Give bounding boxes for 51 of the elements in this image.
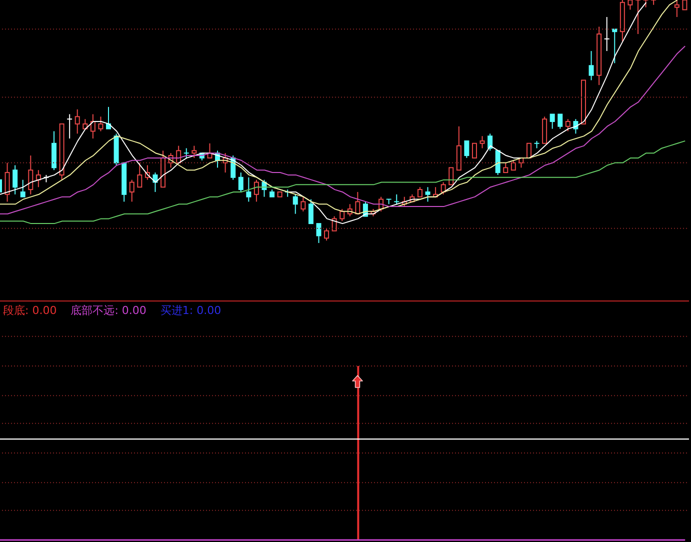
text: 段底: 0.00 <box>3 304 57 318</box>
candlestick <box>634 0 641 35</box>
candlestick <box>152 172 158 192</box>
candlestick <box>339 208 344 222</box>
candlestick <box>424 186 430 202</box>
candlestick <box>557 114 562 130</box>
candlestick <box>479 136 484 149</box>
candlestick <box>495 150 500 176</box>
candlestick <box>612 28 617 64</box>
candlestick <box>20 179 26 198</box>
candlestick <box>324 228 329 242</box>
candlestick <box>588 50 594 81</box>
candlestick <box>316 223 321 244</box>
candlestick <box>308 198 314 224</box>
candlestick <box>12 164 18 195</box>
candlestick <box>472 142 477 158</box>
candlestick <box>526 142 532 158</box>
candlestick <box>572 118 578 134</box>
candlestick <box>28 155 33 195</box>
candlestick <box>510 160 516 171</box>
candlestick <box>650 0 656 6</box>
candlestick <box>129 179 134 202</box>
candlestick <box>448 167 454 186</box>
text: 底部不远: 0.00 <box>70 304 146 318</box>
candlestick <box>487 133 492 152</box>
candlestick <box>246 176 251 202</box>
candlestick <box>550 114 555 130</box>
candlestick <box>440 182 446 195</box>
candlestick <box>74 108 80 134</box>
legend-label: 买进1: 0.00 <box>160 304 222 318</box>
candlestick <box>136 162 142 188</box>
candlestick <box>82 118 88 130</box>
candlestick <box>98 116 103 132</box>
candlestick <box>238 172 244 192</box>
candlestick <box>464 140 469 158</box>
candlestick <box>191 145 196 158</box>
candlestick <box>292 194 298 214</box>
candlestick <box>183 148 190 158</box>
candlestick <box>4 162 10 202</box>
candlestick <box>90 114 96 140</box>
candlestick <box>66 114 72 140</box>
candlestick <box>393 194 400 205</box>
candlestick <box>502 162 508 174</box>
candlestick <box>604 16 610 52</box>
candlestick <box>332 216 337 232</box>
candlestick <box>565 118 570 132</box>
candlestick <box>417 186 422 198</box>
candlestick <box>300 196 306 212</box>
candlestick <box>354 191 360 214</box>
candlestick <box>254 179 259 202</box>
candlestick <box>36 170 41 188</box>
